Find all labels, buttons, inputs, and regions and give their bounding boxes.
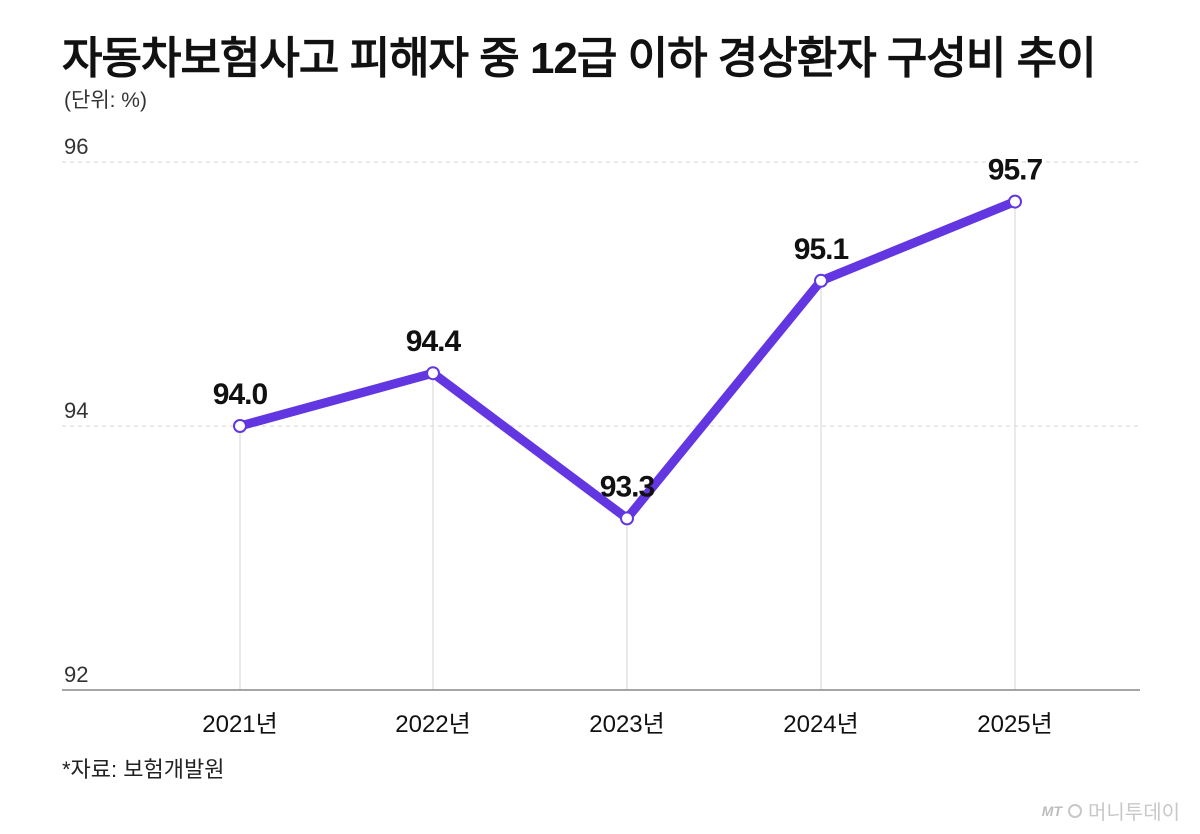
data-label: 94.0	[213, 378, 268, 411]
x-tick-label: 2022년	[395, 711, 470, 738]
chart-title: 자동차보험사고 피해자 중 12급 이하 경상환자 구성비 추이	[62, 34, 1097, 83]
brand-mark: MT	[1041, 802, 1062, 819]
data-label: 95.1	[794, 233, 849, 266]
source-note: *자료: 보험개발원	[62, 757, 225, 782]
marker-layer	[233, 194, 1022, 526]
x-tick-label: 2023년	[589, 711, 664, 738]
y-tick-label: 92	[64, 662, 88, 687]
brand-logo: MT 머니투데이	[1042, 796, 1180, 825]
data-point	[233, 419, 247, 433]
brand-name: 머니투데이	[1088, 802, 1180, 824]
y-tick-label: 94	[64, 398, 88, 423]
data-point	[1008, 194, 1022, 209]
x-tick-label: 2025년	[977, 711, 1052, 738]
data-point	[814, 273, 828, 288]
unit-label: (단위: %)	[64, 89, 147, 112]
grid-layer: 92 94 96 2021년 2022년 2023년 2024년 2025년	[62, 134, 1140, 738]
data-point	[620, 511, 634, 526]
x-tick-label: 2024년	[783, 711, 858, 738]
data-point	[426, 366, 440, 381]
y-tick-label: 96	[64, 134, 88, 159]
label-layer: 94.0 94.4 93.3 95.1 95.7	[213, 154, 1044, 504]
brand-circle-icon	[1068, 803, 1082, 818]
data-label: 95.7	[988, 154, 1043, 187]
x-tick-label: 2021년	[202, 711, 277, 738]
data-label: 94.4	[406, 325, 462, 358]
data-label: 93.3	[600, 470, 655, 503]
